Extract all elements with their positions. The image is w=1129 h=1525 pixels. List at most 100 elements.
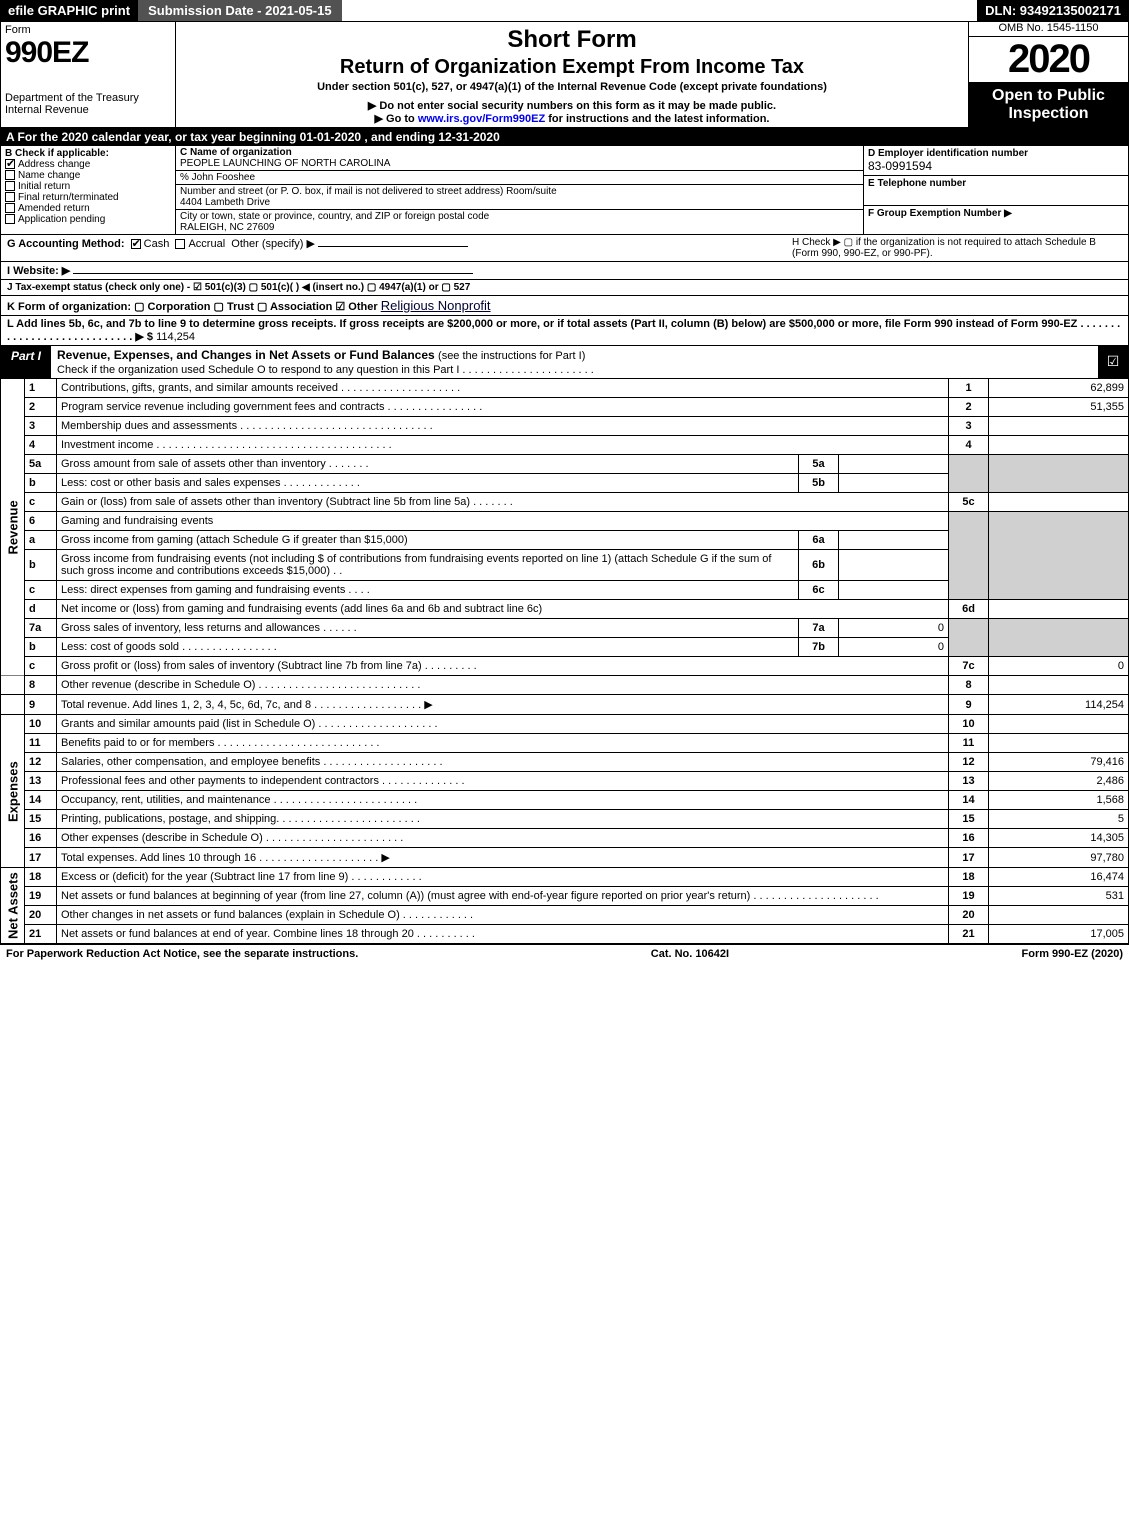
- city-label: City or town, state or province, country…: [180, 211, 859, 222]
- line-j: J Tax-exempt status (check only one) - ☑…: [0, 280, 1129, 296]
- r19-n: 19: [25, 887, 57, 906]
- r15-t: Printing, publications, postage, and shi…: [57, 810, 949, 829]
- r11-t: Benefits paid to or for members . . . . …: [57, 734, 949, 753]
- part-1-title: Revenue, Expenses, and Changes in Net As…: [57, 348, 435, 362]
- check-final-return[interactable]: [5, 192, 15, 202]
- r7c-rv: 0: [989, 657, 1129, 676]
- irs-link-line: ▶ Go to www.irs.gov/Form990EZ for instru…: [180, 112, 964, 125]
- r6a-t: Gross income from gaming (attach Schedul…: [57, 531, 799, 550]
- r21-rn: 21: [949, 925, 989, 944]
- irs-link[interactable]: www.irs.gov/Form990EZ: [418, 113, 545, 125]
- check-address-change[interactable]: [5, 159, 15, 169]
- r7a-sub: 7a: [799, 619, 839, 638]
- row-13: 13 Professional fees and other payments …: [1, 772, 1129, 791]
- website-input[interactable]: [73, 273, 473, 274]
- r5a-rv-shade: [989, 455, 1129, 493]
- r17-t-inner: Total expenses. Add lines 10 through 16 …: [61, 852, 390, 864]
- check-initial-return[interactable]: [5, 181, 15, 191]
- header-table: Form 990EZ Department of the Treasury In…: [0, 21, 1129, 128]
- r7b-t: Less: cost of goods sold . . . . . . . .…: [57, 638, 799, 657]
- goto-pre: ▶ Go to: [375, 113, 418, 125]
- r1-t: Contributions, gifts, grants, and simila…: [57, 379, 949, 398]
- r4-rn: 4: [949, 436, 989, 455]
- r6-t: Gaming and fundraising events: [57, 512, 949, 531]
- check-application-pending[interactable]: [5, 214, 15, 224]
- row-7c: c Gross profit or (loss) from sales of i…: [1, 657, 1129, 676]
- r12-t: Salaries, other compensation, and employ…: [57, 753, 949, 772]
- r1-rv: 62,899: [989, 379, 1129, 398]
- r16-rv: 14,305: [989, 829, 1129, 848]
- k-other-link[interactable]: Religious Nonprofit: [381, 298, 491, 313]
- side-expenses: Expenses: [1, 715, 25, 868]
- r20-t: Other changes in net assets or fund bala…: [57, 906, 949, 925]
- r20-rv: [989, 906, 1129, 925]
- form-number: 990EZ: [5, 36, 171, 70]
- c-label: C Name of organization: [180, 147, 859, 158]
- r5a-n: 5a: [25, 455, 57, 474]
- efile-button[interactable]: efile GRAPHIC print: [0, 0, 138, 21]
- row-20: 20 Other changes in net assets or fund b…: [1, 906, 1129, 925]
- submission-date-button[interactable]: Submission Date - 2021-05-15: [138, 0, 342, 21]
- i-label: I Website: ▶: [7, 265, 70, 277]
- street-label: Number and street (or P. O. box, if mail…: [180, 186, 859, 197]
- h-text: H Check ▶ ▢ if the organization is not r…: [792, 237, 1122, 259]
- section-a-bar: A For the 2020 calendar year, or tax yea…: [0, 128, 1129, 146]
- r12-rv: 79,416: [989, 753, 1129, 772]
- r6b-subv: [839, 550, 949, 581]
- r6a-n: a: [25, 531, 57, 550]
- r7c-n: c: [25, 657, 57, 676]
- part-1-check[interactable]: ☑: [1098, 346, 1128, 378]
- form-title-2: Return of Organization Exempt From Incom…: [180, 56, 964, 79]
- check-amended[interactable]: [5, 203, 15, 213]
- r5a-rn-shade: [949, 455, 989, 493]
- side-net-assets: Net Assets: [1, 868, 25, 944]
- r6a-subv: [839, 531, 949, 550]
- check-name-change[interactable]: [5, 170, 15, 180]
- r18-n: 18: [25, 868, 57, 887]
- r18-t: Excess or (deficit) for the year (Subtra…: [57, 868, 949, 887]
- r5c-t: Gain or (loss) from sale of assets other…: [57, 493, 949, 512]
- g-other-input[interactable]: [318, 246, 468, 247]
- r8-n: 8: [25, 676, 57, 695]
- r8-t: Other revenue (describe in Schedule O) .…: [57, 676, 949, 695]
- line-g-h: G Accounting Method: Cash Accrual Other …: [0, 235, 1129, 262]
- line-i: I Website: ▶: [0, 262, 1129, 280]
- r6b-sub: 6b: [799, 550, 839, 581]
- row-17: 17 Total expenses. Add lines 10 through …: [1, 848, 1129, 868]
- line-l: L Add lines 5b, 6c, and 7b to line 9 to …: [0, 316, 1129, 346]
- opt-initial-return: Initial return: [18, 181, 70, 192]
- opt-address-change: Address change: [18, 159, 90, 170]
- r5a-subv: [839, 455, 949, 474]
- r11-rn: 11: [949, 734, 989, 753]
- r9-n: 9: [25, 695, 57, 715]
- row-8: 8 Other revenue (describe in Schedule O)…: [1, 676, 1129, 695]
- part-1-sub: Check if the organization used Schedule …: [57, 364, 594, 376]
- row-14: 14 Occupancy, rent, utilities, and maint…: [1, 791, 1129, 810]
- r7b-n: b: [25, 638, 57, 657]
- row-4: 4 Investment income . . . . . . . . . . …: [1, 436, 1129, 455]
- row-6d: d Net income or (loss) from gaming and f…: [1, 600, 1129, 619]
- r7a-n: 7a: [25, 619, 57, 638]
- line-k: K Form of organization: ▢ Corporation ▢ …: [0, 296, 1129, 316]
- r17-n: 17: [25, 848, 57, 868]
- side-revenue: Revenue: [1, 379, 25, 676]
- r2-n: 2: [25, 398, 57, 417]
- part-1-tab: Part I: [1, 346, 51, 378]
- r18-rn: 18: [949, 868, 989, 887]
- check-cash[interactable]: [131, 239, 141, 249]
- tax-year: 2020: [969, 37, 1128, 82]
- opt-application-pending: Application pending: [18, 214, 105, 225]
- r15-rn: 15: [949, 810, 989, 829]
- check-accrual[interactable]: [175, 239, 185, 249]
- r2-t: Program service revenue including govern…: [57, 398, 949, 417]
- row-9: 9 Total revenue. Add lines 1, 2, 3, 4, 5…: [1, 695, 1129, 715]
- ein-value: 83-0991594: [868, 159, 1124, 173]
- r5c-n: c: [25, 493, 57, 512]
- r21-n: 21: [25, 925, 57, 944]
- row-16: 16 Other expenses (describe in Schedule …: [1, 829, 1129, 848]
- g-cash: Cash: [144, 238, 170, 250]
- lines-table: Revenue 1 Contributions, gifts, grants, …: [0, 379, 1129, 944]
- r17-t: Total expenses. Add lines 10 through 16 …: [57, 848, 949, 868]
- r16-rn: 16: [949, 829, 989, 848]
- row-18: Net Assets 18 Excess or (deficit) for th…: [1, 868, 1129, 887]
